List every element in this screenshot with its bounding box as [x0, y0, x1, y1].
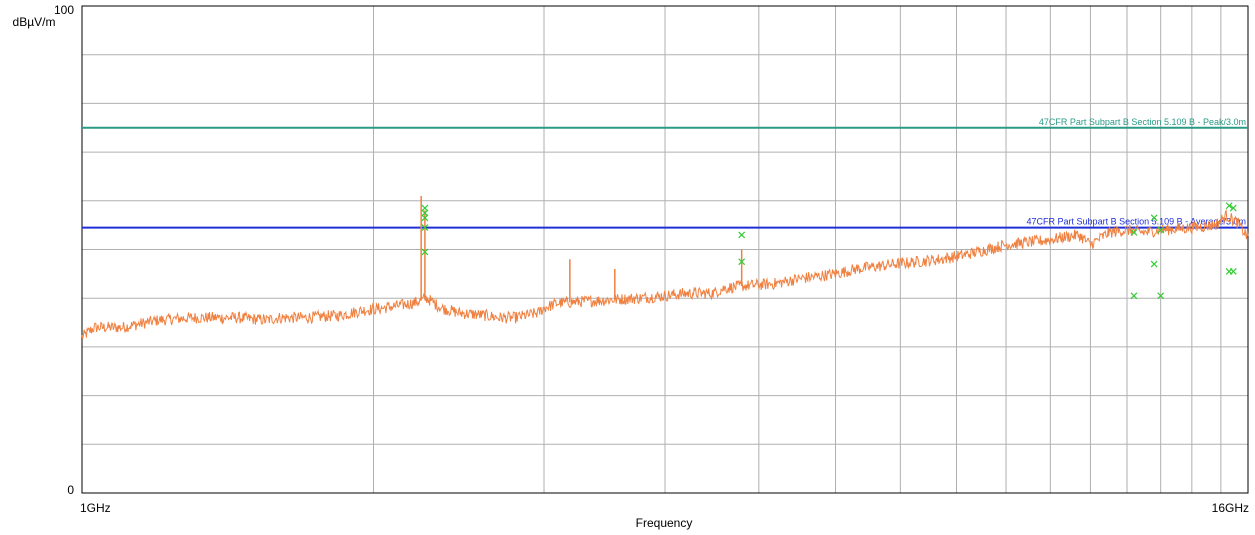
- limit-line-label: 47CFR Part Subpart B Section 5.109 B - P…: [1039, 117, 1246, 127]
- marker-point: [1130, 292, 1138, 300]
- marker-point: [1225, 202, 1233, 210]
- y-tick-label-bottom: 0: [67, 483, 74, 497]
- marker-point: [1150, 214, 1158, 222]
- marker-point: [1130, 229, 1138, 236]
- limit-line-label: 47CFR Part Subpart B Section 5.109 B - A…: [1027, 217, 1246, 227]
- marker-point: [738, 231, 746, 239]
- y-tick-label-top: 100: [54, 3, 74, 17]
- marker-point: [421, 209, 429, 217]
- marker-point: [1229, 204, 1237, 212]
- x-axis-label: Frequency: [636, 516, 693, 530]
- x-tick-label-start: 1GHz: [80, 501, 111, 515]
- measurement-trace: [81, 208, 1249, 339]
- limit-lines: 47CFR Part Subpart B Section 5.109 B - P…: [82, 117, 1248, 229]
- series-layer: [81, 195, 1249, 339]
- marker-point: [1150, 260, 1158, 268]
- y-axis-label: dBµV/m: [13, 15, 56, 29]
- marker-point: [421, 214, 429, 222]
- marker-point: [738, 258, 746, 266]
- marker-point: [421, 248, 429, 256]
- marker-point: [1229, 267, 1237, 275]
- marker-point: [421, 224, 429, 232]
- marker-point: [1157, 292, 1165, 300]
- marker-point: [1157, 226, 1165, 234]
- marker-point: [421, 204, 429, 212]
- grid-lines: [82, 6, 1248, 493]
- x-tick-label-end: 16GHz: [1212, 501, 1249, 515]
- marker-layer: [421, 202, 1237, 300]
- plot-border: [81, 5, 1249, 494]
